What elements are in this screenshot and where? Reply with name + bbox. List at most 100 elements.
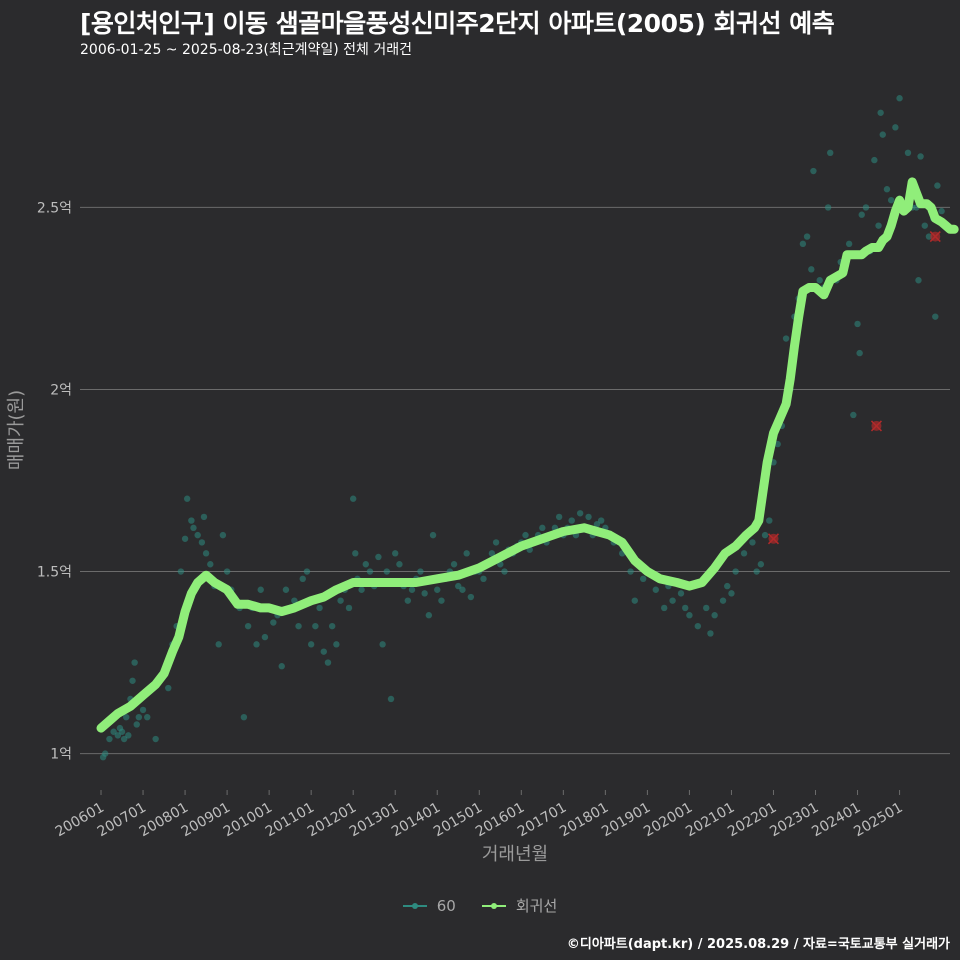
- scatter-point: [396, 561, 403, 568]
- scatter-point: [539, 524, 546, 532]
- scatter-point: [719, 597, 727, 604]
- scatter-point: [488, 550, 496, 557]
- scatter-point: [253, 641, 260, 648]
- scatter-point: [383, 568, 391, 575]
- scatter-point: [938, 207, 945, 215]
- scatter-point: [875, 222, 882, 229]
- scatter-point: [850, 411, 857, 419]
- chart-subtitle: 2006-01-25 ~ 2025-08-23(최근계약일) 전체 거래건: [80, 42, 412, 58]
- scatter-point: [917, 153, 924, 160]
- scatter-point: [652, 586, 659, 593]
- scatter-point: [190, 524, 197, 532]
- scatter-point: [345, 604, 353, 612]
- scatter-point: [728, 590, 735, 597]
- scatter-point: [703, 604, 710, 612]
- scatter-point: [576, 510, 584, 517]
- scatter-point: [131, 659, 138, 666]
- scatter-point: [862, 204, 870, 211]
- scatter-point: [934, 182, 941, 189]
- x-tick-label: 202501: [851, 800, 905, 841]
- scatter-point: [761, 531, 769, 539]
- scatter-point: [188, 517, 195, 524]
- scatter-point: [845, 240, 853, 248]
- scatter-point: [183, 495, 191, 502]
- legend-label-regression: 회귀선: [515, 897, 558, 915]
- scatter-point: [732, 568, 739, 575]
- y-tick-label: 1억: [50, 747, 72, 763]
- scatter-point: [677, 590, 685, 597]
- scatter-point: [152, 735, 159, 743]
- scatter-point: [877, 109, 884, 116]
- scatter-point: [295, 622, 302, 630]
- scatter-point: [896, 95, 903, 102]
- scatter-point: [856, 349, 863, 357]
- scatter-point: [879, 131, 886, 138]
- scatter-point: [278, 663, 285, 670]
- scatter-point: [799, 240, 807, 248]
- regression-line: [96, 177, 959, 733]
- scatter-point: [724, 582, 731, 590]
- scatter-point: [425, 612, 433, 619]
- scatter-point: [871, 156, 878, 164]
- scatter-point: [766, 517, 773, 524]
- scatter-point: [165, 684, 172, 692]
- legend-item-regression: 회귀선: [481, 895, 558, 916]
- scatter-point: [352, 550, 359, 557]
- scatter-point: [585, 513, 592, 521]
- y-tick-label: 1.5억: [37, 565, 72, 581]
- legend-key-60: [402, 899, 427, 913]
- scatter-point: [257, 586, 264, 593]
- scatter-point: [362, 561, 369, 568]
- scatter-point: [404, 597, 412, 604]
- scatter-point: [129, 677, 136, 684]
- scatter-point: [270, 619, 277, 626]
- scatter-point: [181, 535, 189, 542]
- scatter-point: [915, 277, 922, 284]
- outlier-cross: [870, 420, 883, 432]
- scatter-point: [118, 728, 126, 735]
- scatter-point: [333, 641, 340, 648]
- scatter-point: [627, 568, 634, 575]
- y-tick-label: 2.5억: [37, 200, 72, 216]
- scatter-point: [522, 531, 529, 539]
- scatter-point: [328, 622, 336, 630]
- scatter-point: [282, 586, 290, 593]
- scatter-point: [200, 513, 208, 521]
- scatter-point: [114, 732, 122, 739]
- scatter-point: [106, 735, 113, 743]
- scatter-point: [139, 706, 147, 714]
- scatter-point: [434, 586, 441, 593]
- scatter-point: [303, 568, 311, 575]
- outlier-markers: [767, 230, 941, 545]
- scatter-point: [883, 186, 891, 193]
- chart-title: [용인처인구] 이동 샘골마을풍성신미주2단지 아파트(2005) 회귀선 예측: [80, 9, 835, 38]
- scatter-point: [921, 222, 928, 229]
- scatter-point: [408, 586, 416, 593]
- scatter-point: [816, 277, 823, 284]
- scatter-point: [320, 648, 327, 655]
- scatter-point: [749, 539, 756, 546]
- scatter-point: [312, 622, 319, 630]
- scatter-point: [568, 517, 575, 524]
- scatter-point: [753, 568, 760, 575]
- scatter-point: [307, 641, 315, 648]
- scatter-point: [455, 582, 462, 590]
- scatter-point: [219, 531, 227, 539]
- x-axis-ticks: 2006012007012008012009012010012011012012…: [53, 790, 906, 840]
- scatter-point: [757, 561, 765, 568]
- scatter-points-60: [99, 95, 945, 761]
- scatter-point: [291, 597, 298, 604]
- scatter-point: [808, 266, 815, 273]
- y-axis-label: 매매가(원): [6, 390, 27, 470]
- scatter-point: [694, 622, 702, 630]
- scatter-point: [858, 211, 865, 218]
- scatter-point: [366, 568, 374, 575]
- scatter-point: [375, 553, 382, 561]
- scatter-point: [316, 604, 323, 612]
- scatter-point: [223, 568, 231, 575]
- scatter-point: [438, 597, 445, 604]
- scatter-point: [135, 713, 143, 721]
- scatter-point: [810, 167, 817, 175]
- scatter-point: [421, 590, 428, 597]
- source-credit: ©디아파트(dapt.kr) / 2025.08.29 / 자료=국토교통부 실…: [566, 937, 950, 952]
